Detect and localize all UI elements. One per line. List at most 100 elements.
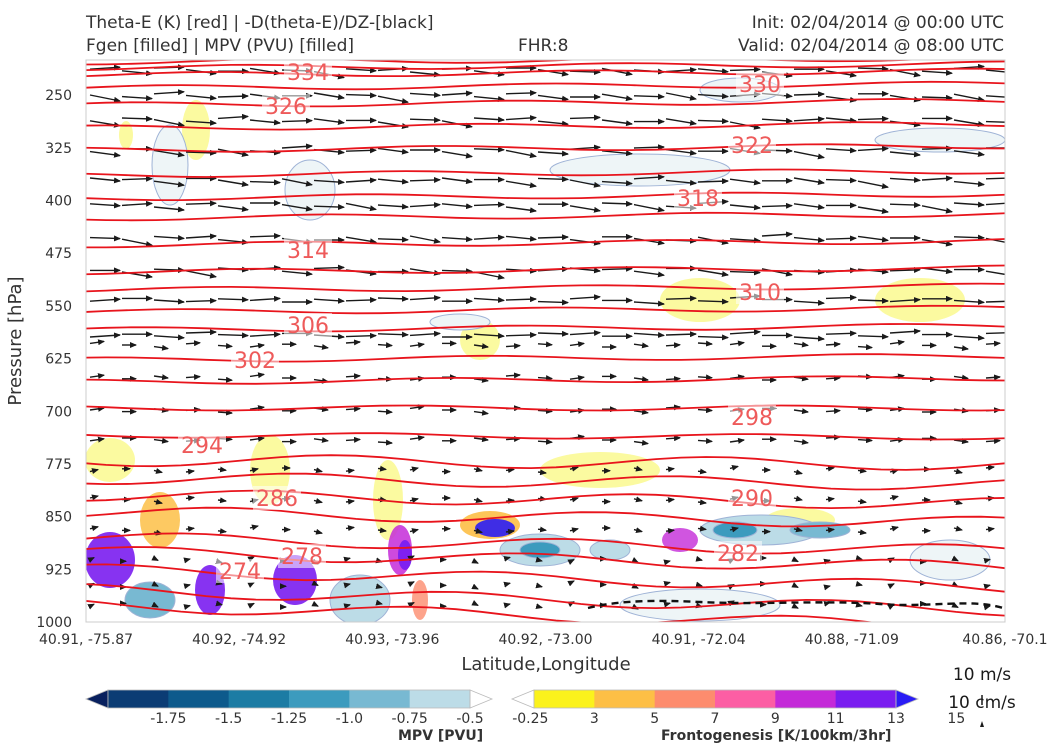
wind-vector: [89, 525, 99, 532]
wind-vector: [953, 299, 985, 305]
wind-vector: [793, 236, 825, 243]
wind-vector: [311, 580, 319, 587]
wind-vector: [791, 602, 799, 609]
contour-label-bg: [178, 433, 226, 457]
colorbar-tick-label: 13: [887, 711, 905, 727]
colorbar-swatch: [835, 690, 897, 708]
wind-vector: [281, 203, 313, 212]
colorbar-tick-label: -1.0: [336, 711, 363, 727]
wind-vector: [409, 92, 441, 98]
contour-label: 322: [731, 134, 773, 159]
theta-e-line: [86, 404, 1005, 412]
colorbar-tick-label: 7: [711, 711, 720, 727]
wind-vector: [89, 202, 121, 209]
wind-vector: [537, 375, 553, 382]
wind-vector: [345, 236, 377, 245]
wind-vector: [185, 200, 217, 207]
theta-e-line: [86, 323, 1005, 333]
wind-vector: [249, 179, 281, 186]
wind-vector: [185, 119, 217, 126]
wind-vector: [441, 203, 473, 210]
wind-vector: [409, 202, 441, 208]
wind-vector: [857, 406, 873, 413]
wind-vector: [217, 497, 227, 504]
wind-vector: [345, 525, 355, 532]
wind-vector: [665, 466, 675, 473]
wind-vector: [89, 94, 121, 103]
colorbar-swatch: [775, 690, 837, 708]
contour-label-bg: [736, 72, 784, 96]
contour-label: 298: [731, 406, 773, 431]
colorbar-extend-min: [510, 689, 535, 709]
wind-vector: [313, 297, 345, 304]
wind-vector: [857, 344, 873, 351]
y-tick-label: 550: [45, 299, 72, 315]
wind-vector: [697, 374, 713, 381]
wind-vector: [505, 90, 537, 96]
wind-vector: [217, 93, 249, 100]
wind-vector: [537, 120, 569, 127]
wind-vector: [217, 205, 249, 212]
wind-vector: [471, 557, 479, 564]
wind-vector: [377, 236, 409, 243]
wind-vector: [281, 270, 313, 277]
colorbar-swatch: [168, 690, 230, 708]
wind-vector: [535, 582, 543, 589]
colorbar-swatch: [594, 690, 656, 708]
wind-vector: [87, 603, 95, 610]
wind-vector: [535, 556, 543, 563]
wind-vector: [153, 498, 163, 505]
wind-vector: [729, 526, 739, 533]
y-tick-label: 775: [45, 457, 72, 473]
wind-vector: [473, 436, 489, 443]
wind-vector: [663, 601, 671, 608]
theta-e-line: [86, 238, 1005, 249]
wind-vector: [345, 436, 361, 443]
wind-vector: [953, 374, 969, 381]
wind-vector: [793, 91, 825, 98]
contour-label-bg: [262, 94, 310, 118]
fgen-shade: [86, 532, 135, 588]
wind-vector: [121, 115, 153, 122]
wind-vector: [985, 120, 1005, 123]
contour-label-bg: [284, 313, 332, 337]
colorbar-tick-label: -1.5: [215, 711, 242, 727]
colorbar-tick-label: -0.25: [512, 711, 548, 727]
wind-vector: [601, 119, 633, 127]
wind-vector: [185, 525, 195, 532]
wind-vector: [761, 117, 793, 124]
wind-vector: [697, 68, 729, 75]
contour-label: 282: [717, 542, 759, 567]
wind-vector: [633, 300, 665, 307]
wind-vector: [697, 525, 707, 532]
wind-vector: [313, 118, 345, 125]
wind-vector: [985, 300, 1005, 303]
wind-vector: [823, 584, 831, 591]
wind-vector: [793, 526, 803, 533]
vector-key-horizontal: 10 m/s: [953, 665, 1011, 685]
wind-vector: [407, 581, 415, 588]
wind-vector: [857, 145, 889, 152]
wind-vector: [505, 206, 537, 214]
wind-vector: [537, 341, 553, 348]
wind-vector: [761, 231, 793, 238]
wind-vector: [697, 118, 729, 125]
wind-vector: [697, 407, 713, 414]
wind-vector: [953, 334, 985, 341]
wind-vector: [857, 529, 867, 536]
wind-vector: [153, 235, 185, 241]
contour-label: 318: [677, 187, 719, 212]
wind-vector: [313, 179, 345, 185]
wind-vector: [601, 150, 633, 157]
wind-vector: [889, 494, 899, 501]
init-time: Init: 02/04/2014 @ 00:00 UTC: [751, 13, 1004, 33]
x-tick-label: 40.92, -74.92: [192, 632, 286, 648]
wind-vector: [505, 497, 515, 504]
wind-vector: [249, 405, 265, 412]
wind-vector: [89, 405, 105, 412]
wind-vector: [665, 179, 697, 186]
wind-vector: [793, 469, 803, 476]
wind-vector: [569, 330, 601, 336]
contour-label-bg: [284, 60, 332, 84]
wind-vector: [857, 206, 889, 214]
